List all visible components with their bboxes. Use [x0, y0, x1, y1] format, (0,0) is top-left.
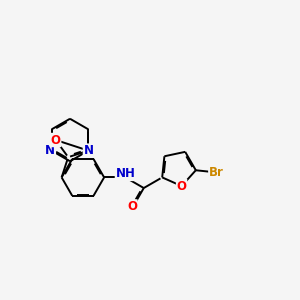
- Text: N: N: [45, 144, 55, 157]
- Text: O: O: [127, 200, 137, 213]
- Text: O: O: [51, 134, 61, 146]
- Text: O: O: [177, 179, 187, 193]
- Text: N: N: [83, 144, 93, 157]
- Text: NH: NH: [116, 167, 135, 180]
- Text: Br: Br: [209, 166, 224, 178]
